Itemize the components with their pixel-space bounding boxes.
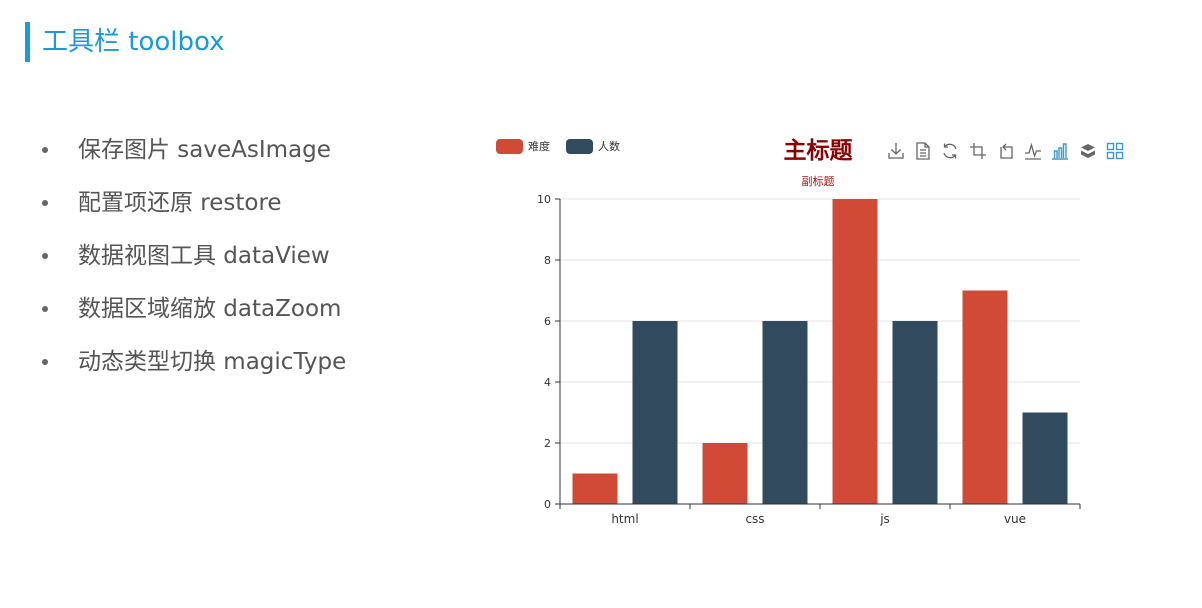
legend-label[interactable]: 难度 [528,139,550,153]
bullet-text: 数据区域缩放 dataZoom [78,296,342,322]
y-tick-label: 10 [537,193,551,206]
x-tick-label: vue [1004,512,1026,526]
chart-title: 主标题 [784,138,853,164]
bullet-item: 保存图片 saveAsImage [40,130,346,183]
bar-chart: 0 2 4 6 8 10 html css js vue 难度 人数 主标题 副标题 [480,120,1160,540]
y-tick-label: 6 [544,315,551,328]
axes: 0 2 4 6 8 10 html css js vue [537,193,1081,526]
legend: 难度 人数 [496,139,620,154]
bar-html-人数[interactable] [632,321,678,504]
x-tick-label: js [879,512,890,526]
save-as-image-icon[interactable] [886,141,906,161]
bar-js-难度[interactable] [832,199,878,504]
bars [572,199,1068,505]
magic-type-line-icon[interactable] [1023,141,1043,161]
bullet-text: 数据视图工具 dataView [78,243,330,269]
bullet-dot-icon [42,147,48,153]
bar-js-人数[interactable] [892,321,938,504]
bullet-item: 动态类型切换 magicType [40,342,346,395]
bar-html-难度[interactable] [572,473,618,505]
legend-label[interactable]: 人数 [598,140,620,153]
y-tick-label: 8 [544,254,551,267]
bullet-text: 配置项还原 restore [78,190,282,216]
slide-title: 工具栏 toolbox [42,27,225,57]
x-tick-label: html [611,512,638,526]
y-tick-label: 4 [544,376,551,389]
chart-subtitle: 副标题 [802,174,835,188]
legend-swatch[interactable] [566,139,593,154]
magic-type-stack-icon[interactable] [1078,141,1098,161]
data-view-icon[interactable] [913,141,933,161]
toolbox [886,141,1125,161]
bar-vue-难度[interactable] [962,290,1008,505]
bar-css-人数[interactable] [762,321,808,504]
data-zoom-icon[interactable] [968,141,988,161]
bullet-text: 动态类型切换 magicType [78,349,347,375]
legend-item-0[interactable]: 难度 [496,139,550,154]
restore-icon[interactable] [940,141,960,161]
magic-type-tiled-icon[interactable] [1105,141,1125,161]
legend-swatch[interactable] [496,139,523,154]
bullet-item: 数据区域缩放 dataZoom [40,289,346,342]
bar-css-难度[interactable] [702,443,748,504]
bullet-dot-icon [42,200,48,206]
bullet-dot-icon [42,359,48,365]
y-tick-label: 0 [544,498,551,511]
chart-canvas: 0 2 4 6 8 10 html css js vue 难度 人数 主标题 副标题 [496,138,1125,526]
bullet-list: 保存图片 saveAsImage 配置项还原 restore 数据视图工具 da… [40,130,346,395]
bar-vue-人数[interactable] [1022,412,1068,505]
bullet-dot-icon [42,306,48,312]
bullet-item: 配置项还原 restore [40,183,346,236]
bullet-item: 数据视图工具 dataView [40,236,346,289]
bullet-text: 保存图片 saveAsImage [78,137,331,163]
magic-type-bar-icon[interactable] [1050,141,1070,161]
bullet-dot-icon [42,253,48,259]
y-tick-label: 2 [544,437,551,450]
title-accent-bar [25,22,30,62]
x-tick-label: css [745,512,764,526]
data-zoom-back-icon[interactable] [995,141,1015,161]
legend-item-1[interactable]: 人数 [566,139,620,154]
